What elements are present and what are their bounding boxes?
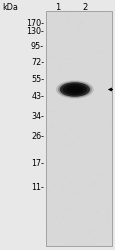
Text: 17-: 17- bbox=[31, 158, 44, 168]
Text: 2: 2 bbox=[81, 2, 87, 12]
Text: 55-: 55- bbox=[31, 76, 44, 84]
Ellipse shape bbox=[56, 80, 93, 98]
Text: 72-: 72- bbox=[31, 58, 44, 67]
Text: 130-: 130- bbox=[26, 28, 44, 36]
Text: 95-: 95- bbox=[31, 42, 44, 51]
Ellipse shape bbox=[62, 84, 86, 95]
Text: 170-: 170- bbox=[26, 18, 44, 28]
Ellipse shape bbox=[59, 82, 89, 97]
Text: 1: 1 bbox=[55, 2, 60, 12]
Text: 26-: 26- bbox=[31, 132, 44, 141]
Text: 11-: 11- bbox=[31, 184, 44, 192]
Ellipse shape bbox=[66, 86, 82, 94]
Text: 43-: 43- bbox=[31, 92, 44, 101]
Text: kDa: kDa bbox=[2, 2, 18, 12]
Ellipse shape bbox=[57, 82, 91, 98]
Bar bbox=[45, 11, 111, 246]
Text: 34-: 34- bbox=[31, 112, 44, 121]
